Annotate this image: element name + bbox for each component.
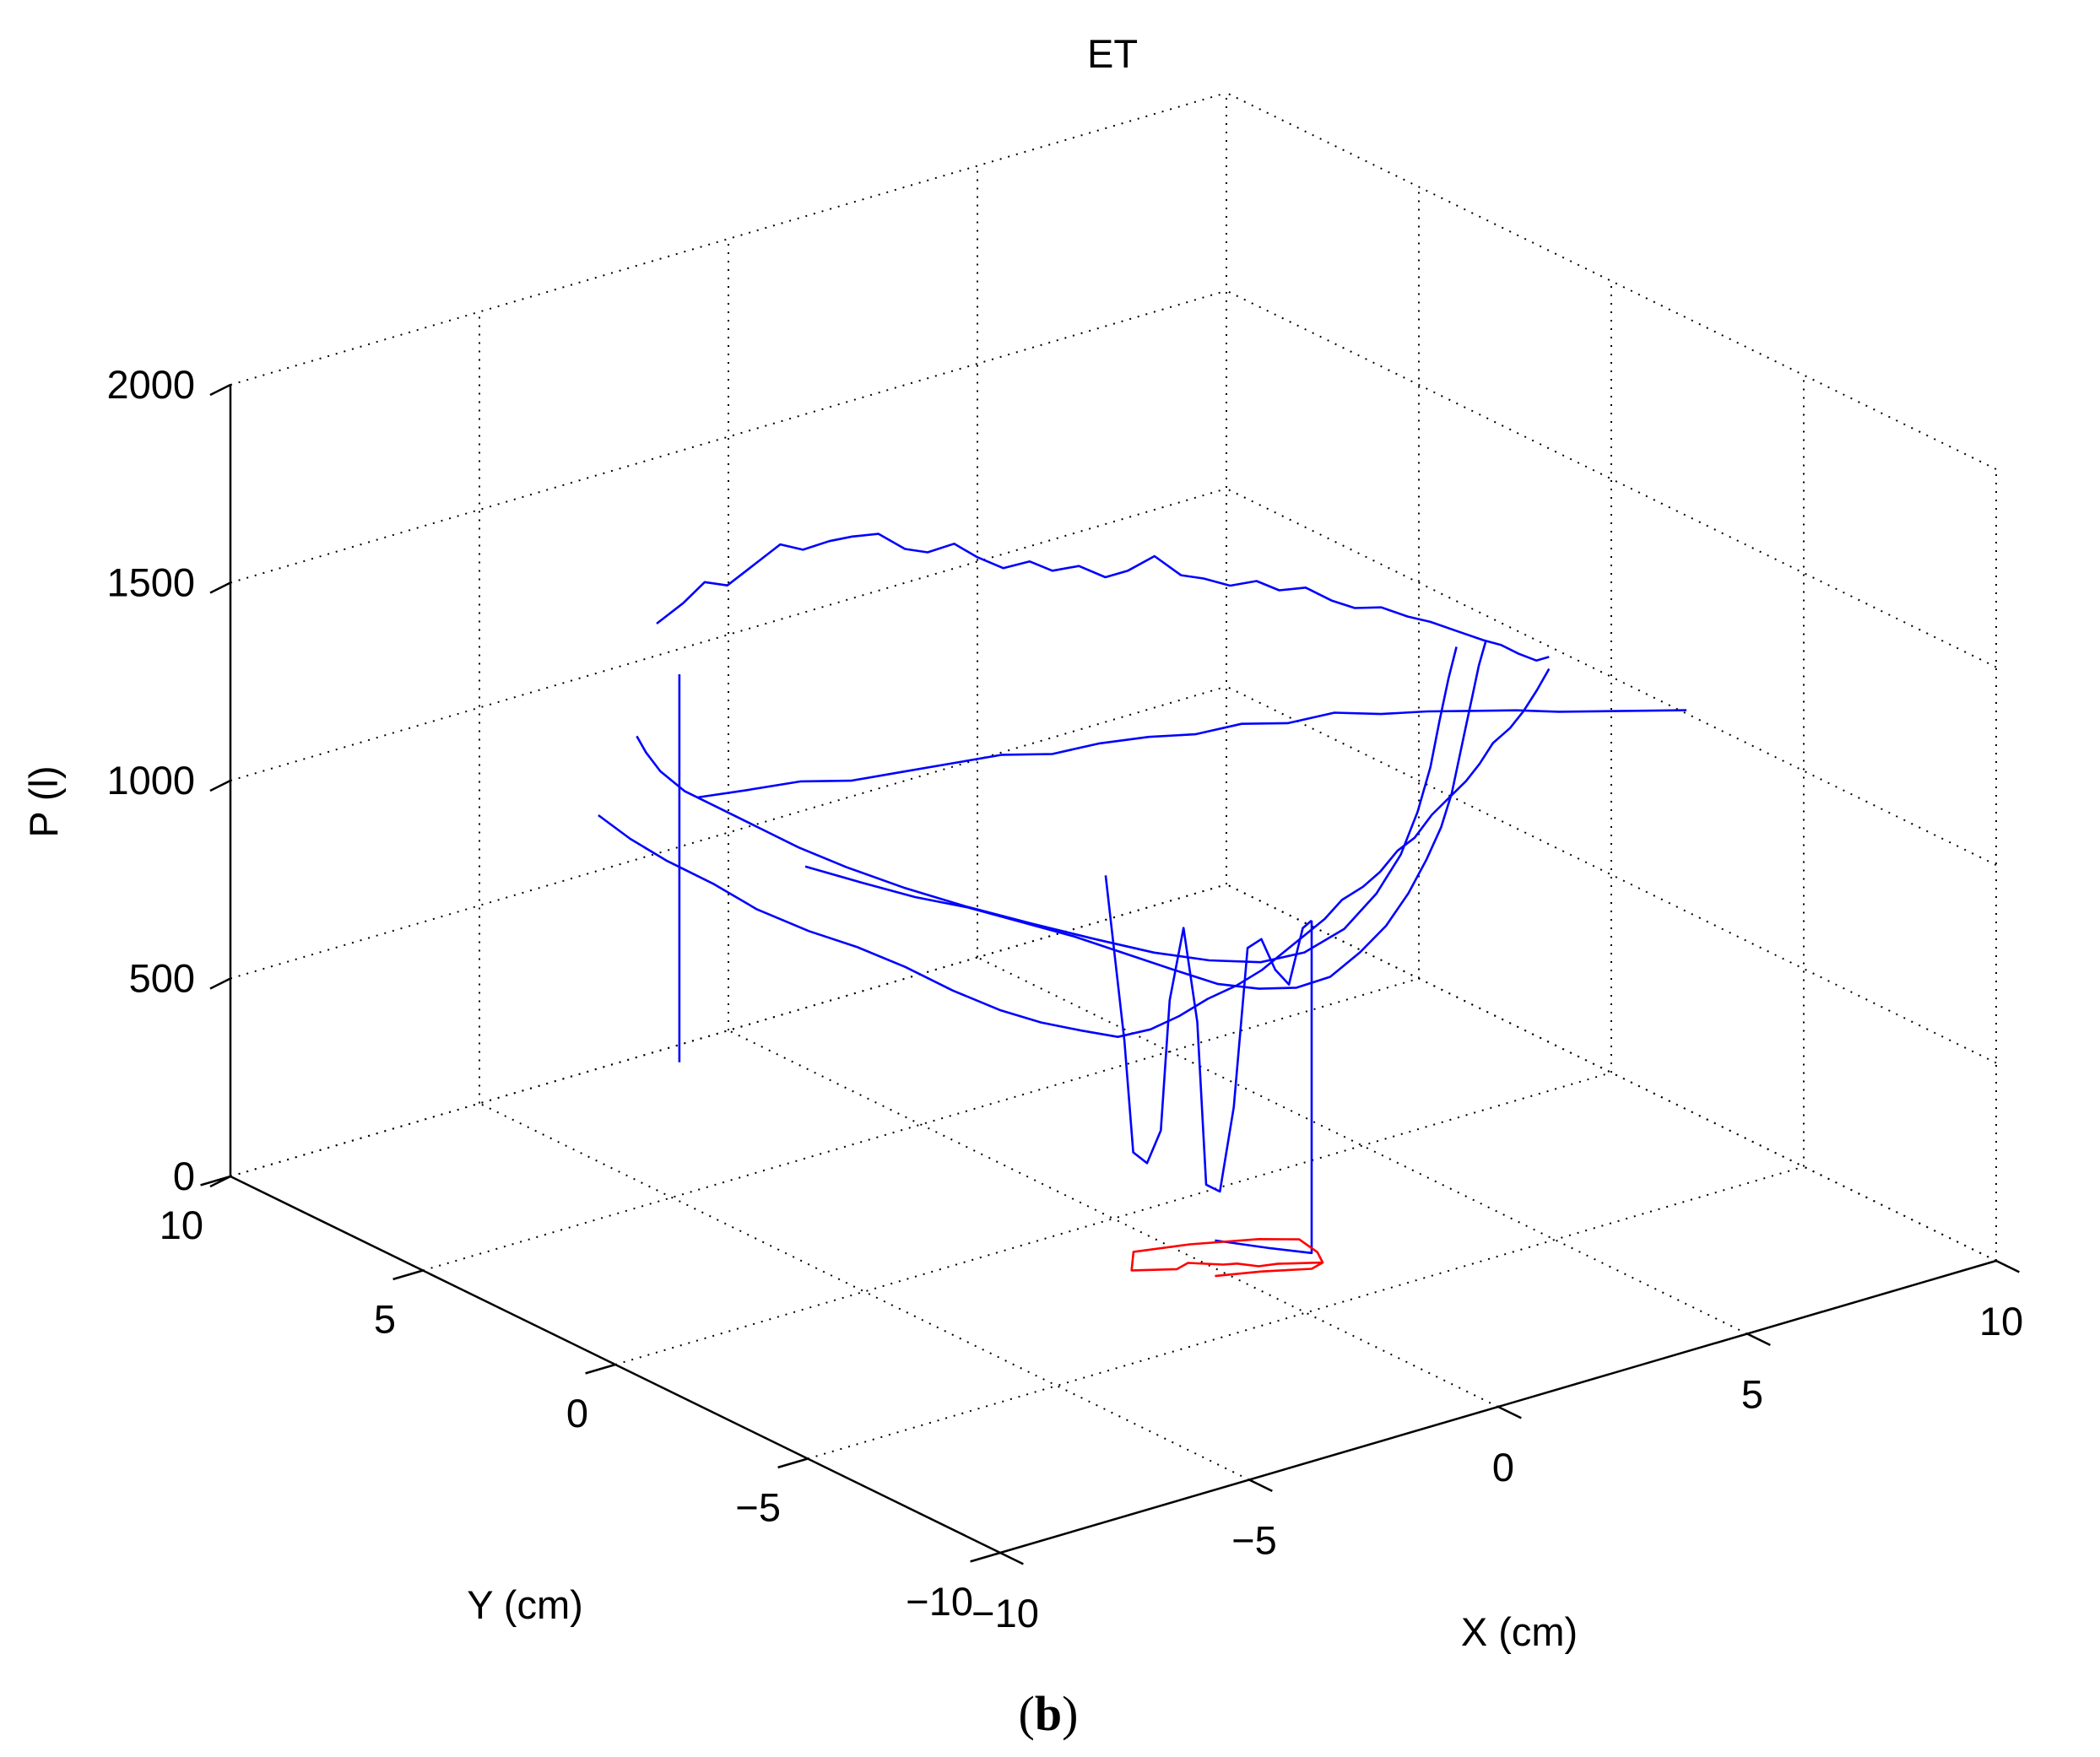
y-tick-mark [392,1269,424,1281]
x-tick-label: 10 [1979,1299,2023,1343]
y-tick-label: −10 [906,1579,973,1624]
grid-line [977,956,1748,1335]
grid-line [614,1072,1612,1365]
axes [229,385,1997,1554]
cop-trace-line [1130,1238,1324,1278]
grid-line [479,1102,1250,1481]
z-tick-mark [209,977,231,990]
panel-label-close: ) [1062,1686,1078,1741]
pressure-trace-line [1104,875,1312,1193]
x-tick-mark [1248,1479,1273,1493]
x-tick-label: −10 [972,1591,1039,1635]
x-tick-mark [1995,1259,2020,1273]
x-tick-mark [1497,1405,1522,1419]
y-tick-label: −5 [735,1485,781,1530]
z-tick-label: 2000 [106,362,195,407]
grid-line [230,289,1227,584]
pressure-trace-line [697,709,1687,799]
panel-label-letter: b [1035,1686,1062,1741]
pressure-trace-line [636,646,1458,964]
chart-title: ET [1087,31,1138,76]
grid-line [728,1030,1499,1408]
y-tick-label: 10 [160,1203,203,1247]
grid-line [807,1165,1805,1460]
x-tick-label: 5 [1741,1372,1763,1417]
z-tick-mark [209,383,231,397]
grid-line [1226,289,1997,668]
grid-lines [230,92,1997,1554]
y-axis-title: Y (cm) [467,1582,583,1627]
z-tick-label: 0 [173,1154,195,1198]
pressure-trace-line [804,641,1487,990]
x-tick-label: 0 [1492,1445,1514,1489]
panel-label: (b) [1019,1686,1079,1741]
y-tick-mark [777,1457,809,1469]
grid-line [1226,488,1997,866]
tick-marks [200,383,2020,1565]
y-tick-mark [970,1551,1001,1563]
x-tick-mark [1746,1333,1771,1347]
pressure-trace-line [656,533,1550,662]
z-tick-mark [209,1175,231,1188]
z-tick-label: 500 [129,956,195,1001]
x-tick-mark [999,1551,1024,1565]
z-tick-label: 1500 [106,560,195,605]
y-tick-label: 5 [374,1297,396,1342]
pressure-trace-line [1215,920,1313,1255]
series-lines [598,533,1687,1278]
z-tick-label: 1000 [106,758,195,803]
x-tick-label: −5 [1231,1518,1277,1563]
y-tick-label: 0 [566,1391,588,1435]
panel-label-open: ( [1019,1686,1035,1741]
tick-labels: −10 −5 0 5 10 −10 −5 0 5 10 0 500 1000 1500 2000 [106,362,2023,1635]
z-tick-mark [209,779,231,792]
z-tick-mark [209,581,231,594]
x-axis-title: X (cm) [1461,1609,1578,1654]
y-tick-mark [585,1363,616,1375]
pressure-trace-line [598,668,1551,1038]
z-axis-title: P (l) [21,765,66,837]
